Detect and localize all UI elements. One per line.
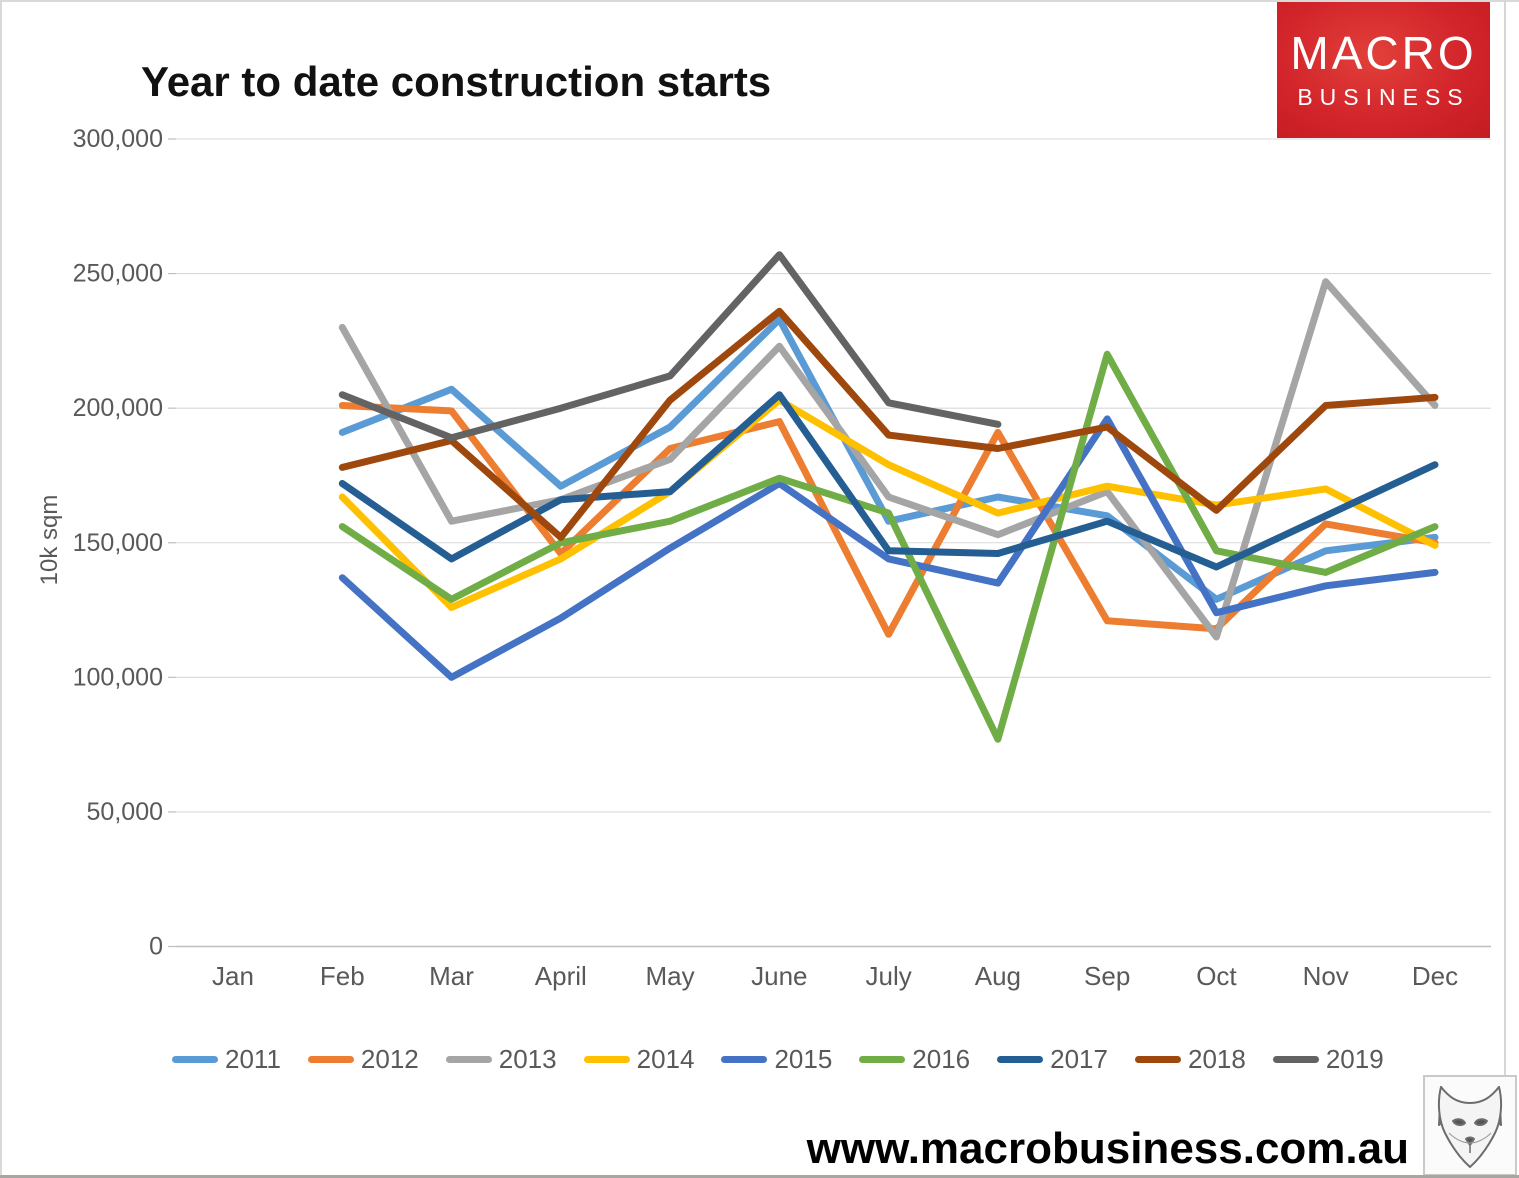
legend-item-2011: 2011: [172, 1044, 281, 1075]
legend-swatch-2013: [445, 1056, 492, 1063]
window-border-left: [0, 0, 2, 1178]
x-tick-label: Aug: [975, 961, 1021, 991]
window-border-right: [1504, 0, 1506, 1178]
series-line-2015: [338, 415, 1439, 681]
legend-swatch-2011: [172, 1056, 218, 1063]
y-tick-label: 200,000: [73, 394, 163, 422]
x-tick-label: Dec: [1412, 961, 1458, 991]
x-tick-label: April: [535, 961, 587, 991]
window-border-top: [0, 0, 1519, 2]
website-watermark: www.macrobusiness.com.au: [806, 1124, 1409, 1173]
x-tick-label: Sep: [1084, 961, 1130, 991]
legend-label-2016: 2016: [912, 1044, 971, 1074]
y-tick-label: 300,000: [73, 125, 163, 153]
legend-item-2015: 2015: [721, 1044, 832, 1075]
legend-swatch-2012: [307, 1056, 354, 1063]
legend-item-2018: 2018: [1134, 1044, 1246, 1075]
x-tick-label: July: [865, 961, 911, 991]
series-line-2014: [338, 396, 1439, 611]
x-tick-label: Oct: [1196, 961, 1237, 991]
fox-logo: [1423, 1075, 1517, 1176]
series-line-2017: [338, 391, 1439, 571]
legend-item-2012: 2012: [307, 1044, 419, 1075]
legend-swatch-2017: [997, 1056, 1044, 1063]
logo-text-macro: MACRO: [1290, 27, 1477, 80]
y-tick-label: 250,000: [73, 260, 163, 288]
legend-label-2014: 2014: [636, 1044, 695, 1074]
series-line-2016: [338, 350, 1439, 743]
x-tick-label: June: [751, 961, 807, 991]
y-axis-title: 10k sqm: [36, 495, 63, 586]
legend-label-2019: 2019: [1325, 1044, 1384, 1074]
legend-item-2016: 2016: [859, 1044, 970, 1075]
legend-item-2017: 2017: [997, 1044, 1108, 1075]
chart-title: Year to date construction starts: [141, 58, 772, 106]
x-tick-label: Jan: [212, 961, 254, 991]
y-tick-label: 50,000: [87, 798, 163, 826]
series-line-2018: [338, 307, 1439, 541]
legend-label-2012: 2012: [360, 1044, 419, 1074]
x-tick-label: Mar: [429, 961, 474, 991]
fox-sketch-icon: [1437, 1085, 1503, 1168]
legend-swatch-2015: [721, 1056, 768, 1063]
y-tick-label: 0: [149, 933, 163, 961]
legend-item-2019: 2019: [1272, 1044, 1384, 1075]
legend-swatch-2014: [583, 1056, 630, 1063]
legend-item-2013: 2013: [445, 1044, 557, 1075]
x-tick-label: Feb: [320, 961, 365, 991]
legend-item-2014: 2014: [583, 1044, 695, 1075]
legend-swatch-2019: [1272, 1056, 1319, 1063]
logo-text-business: BUSINESS: [1297, 83, 1470, 110]
legend-swatch-2016: [859, 1056, 906, 1063]
line-chart-plot-area: 0 50,000 100,000 150,000 200,000 250,000 300,0…: [36, 125, 1491, 991]
y-tick-label: 150,000: [73, 529, 163, 557]
legend-swatch-2018: [1134, 1056, 1181, 1063]
legend-label-2015: 2015: [774, 1044, 833, 1074]
series-line-2019: [338, 251, 1002, 442]
series-line-2011: [338, 315, 1439, 603]
y-tick-label: 100,000: [73, 663, 163, 691]
legend-label-2017: 2017: [1050, 1044, 1108, 1074]
chart-legend: 2011 2012 2013 2014 2015 2016 2017 2018 2019: [172, 1044, 1411, 1075]
legend-label-2018: 2018: [1187, 1044, 1246, 1074]
x-tick-label: Nov: [1303, 961, 1349, 991]
x-tick-label: May: [646, 961, 695, 991]
macrobusiness-logo: MACRO BUSINESS: [1277, 2, 1490, 138]
window-border-bottom: [0, 1175, 1519, 1178]
legend-label-2013: 2013: [498, 1044, 557, 1074]
legend-label-2011: 2011: [225, 1044, 281, 1074]
